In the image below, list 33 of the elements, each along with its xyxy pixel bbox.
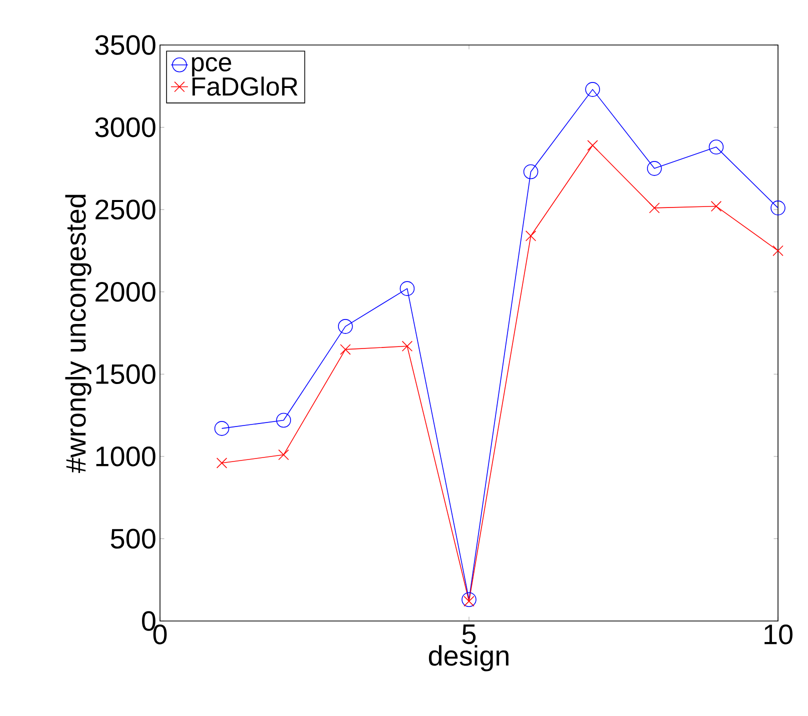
y-tick-label: 1500 [96, 364, 156, 384]
legend-label: pce [192, 57, 232, 77]
point [340, 344, 351, 355]
point [400, 281, 415, 296]
point [402, 340, 413, 352]
point [278, 449, 289, 460]
y-tick-label: 500 [110, 528, 156, 549]
point [525, 230, 536, 242]
y-tick-label: 0 [142, 611, 156, 631]
y-tick-label: 3000 [95, 117, 156, 138]
point [708, 140, 724, 154]
point [647, 161, 662, 176]
point [338, 319, 353, 334]
point [587, 140, 598, 151]
point [710, 200, 722, 212]
point [649, 202, 660, 214]
point [216, 458, 228, 468]
point [462, 592, 476, 608]
x-tick-label: 5 [462, 624, 476, 644]
point [585, 82, 600, 97]
y-tick-label: 2500 [96, 200, 156, 220]
x-axis-title: design [428, 645, 508, 672]
point [276, 412, 291, 428]
y-tick-label: 1000 [96, 446, 156, 466]
y-tick-label: 2000 [96, 282, 156, 302]
point [523, 164, 538, 180]
point [770, 200, 786, 216]
y-tick-label: 3500 [95, 35, 156, 55]
legend-label: FaDGloR [192, 76, 298, 96]
point [772, 245, 784, 256]
x-tick-label: 10 [764, 624, 792, 644]
point [214, 421, 230, 436]
y-axis-title: #wrongly uncongested [65, 194, 92, 473]
